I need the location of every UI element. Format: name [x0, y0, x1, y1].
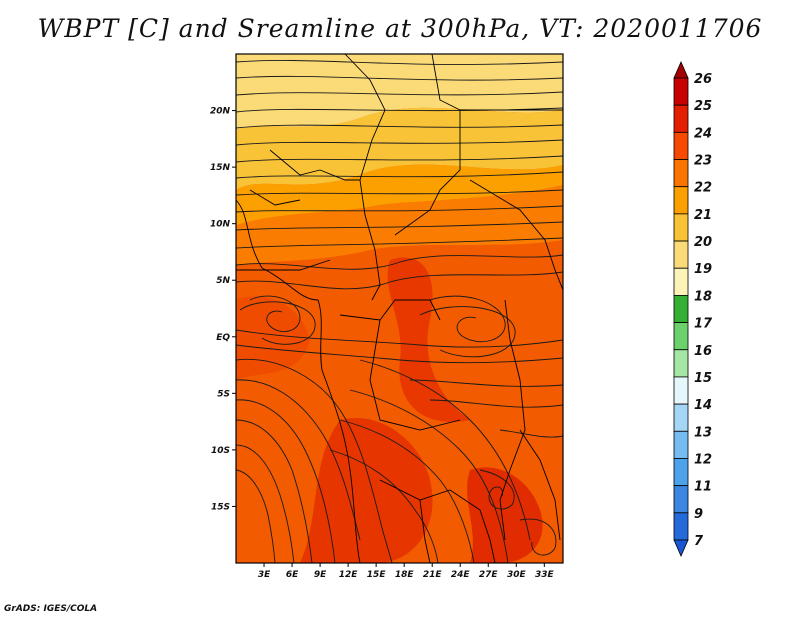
map-frame — [235, 53, 564, 564]
colorbar-label: 18 — [694, 289, 712, 304]
colorbar-segment — [673, 213, 689, 242]
colorbar-segment — [673, 104, 689, 133]
colorbar-label: 11 — [694, 480, 712, 495]
x-tick-label: 12E — [339, 570, 359, 580]
chart-title: WBPT [C] and Sreamline at 300hPa, VT: 20… — [37, 14, 763, 43]
y-tick-label: EQ — [216, 333, 230, 343]
colorbar-segment — [673, 77, 689, 106]
colorbar-label: 9 — [694, 507, 703, 522]
colorbar-segment — [673, 322, 689, 351]
colorbar-label: 15 — [694, 371, 712, 386]
x-tick-label: 27E — [479, 570, 499, 580]
grads-credit: GrADS: IGES/COLA — [4, 604, 98, 614]
colorbar-segment — [673, 295, 689, 323]
colorbar-label: 26 — [694, 72, 712, 87]
colorbar-label: 22 — [694, 181, 712, 196]
colorbar-label: 21 — [694, 208, 712, 223]
x-tick-label: 3E — [258, 570, 271, 580]
colorbar-segment — [673, 403, 689, 432]
colorbar-segment — [673, 485, 689, 514]
colorbar-segment — [673, 349, 689, 378]
y-tick-label: 15S — [211, 502, 230, 512]
streamlines — [236, 60, 563, 563]
x-tick-label: 6E — [286, 570, 299, 580]
x-tick-label: 15E — [367, 570, 387, 580]
colorbar-segment — [673, 240, 689, 269]
colorbar-label: 14 — [694, 398, 712, 413]
wbpt-field — [236, 54, 563, 563]
x-tick-label: 24E — [451, 570, 471, 580]
colorbar-max-arrow — [673, 61, 689, 79]
colorbar-label: 17 — [694, 317, 713, 332]
y-tick-label: 5N — [216, 276, 230, 286]
x-tick-label: 30E — [507, 570, 527, 580]
colorbar-segment — [673, 131, 689, 160]
colorbar-label: 25 — [694, 99, 712, 114]
colorbar-label: 23 — [694, 154, 712, 169]
y-tick-label: 20N — [210, 107, 231, 117]
x-tick-label: 21E — [423, 570, 443, 580]
colorbar-segment — [673, 159, 689, 188]
x-tick-label: 9E — [314, 570, 327, 580]
colorbar-min-arrow — [673, 539, 689, 557]
y-tick-label: 5S — [217, 389, 230, 399]
y-tick-label: 10N — [210, 220, 231, 230]
colorbar-label: 16 — [694, 344, 712, 359]
colorbar-segment — [673, 186, 689, 215]
y-tick-label: 10S — [211, 446, 230, 456]
x-tick-label: 18E — [395, 570, 415, 580]
colorbar-label: 12 — [694, 452, 712, 467]
colorbar-label: 7 — [694, 534, 704, 549]
country-borders — [236, 54, 563, 563]
colorbar-segment — [673, 512, 689, 541]
colorbar-label: 20 — [694, 235, 712, 250]
colorbar-segment — [673, 430, 689, 459]
colorbar: 26 25 24 23 22 21 20 19 18 17 16 15 14 13 12 11 9 7 — [673, 61, 713, 557]
colorbar-segment — [673, 267, 689, 296]
colorbar-segment — [673, 376, 689, 405]
axes: 3E 6E 9E 12E 15E 18E 21E 24E 27E 30E 33E 20N 15N 10N 5… — [210, 107, 555, 580]
colorbar-segment — [673, 458, 689, 487]
x-tick-label: 33E — [535, 570, 555, 580]
colorbar-label: 19 — [694, 262, 712, 277]
colorbar-label: 13 — [694, 425, 712, 440]
y-tick-label: 15N — [210, 163, 231, 173]
colorbar-label: 24 — [694, 126, 712, 141]
